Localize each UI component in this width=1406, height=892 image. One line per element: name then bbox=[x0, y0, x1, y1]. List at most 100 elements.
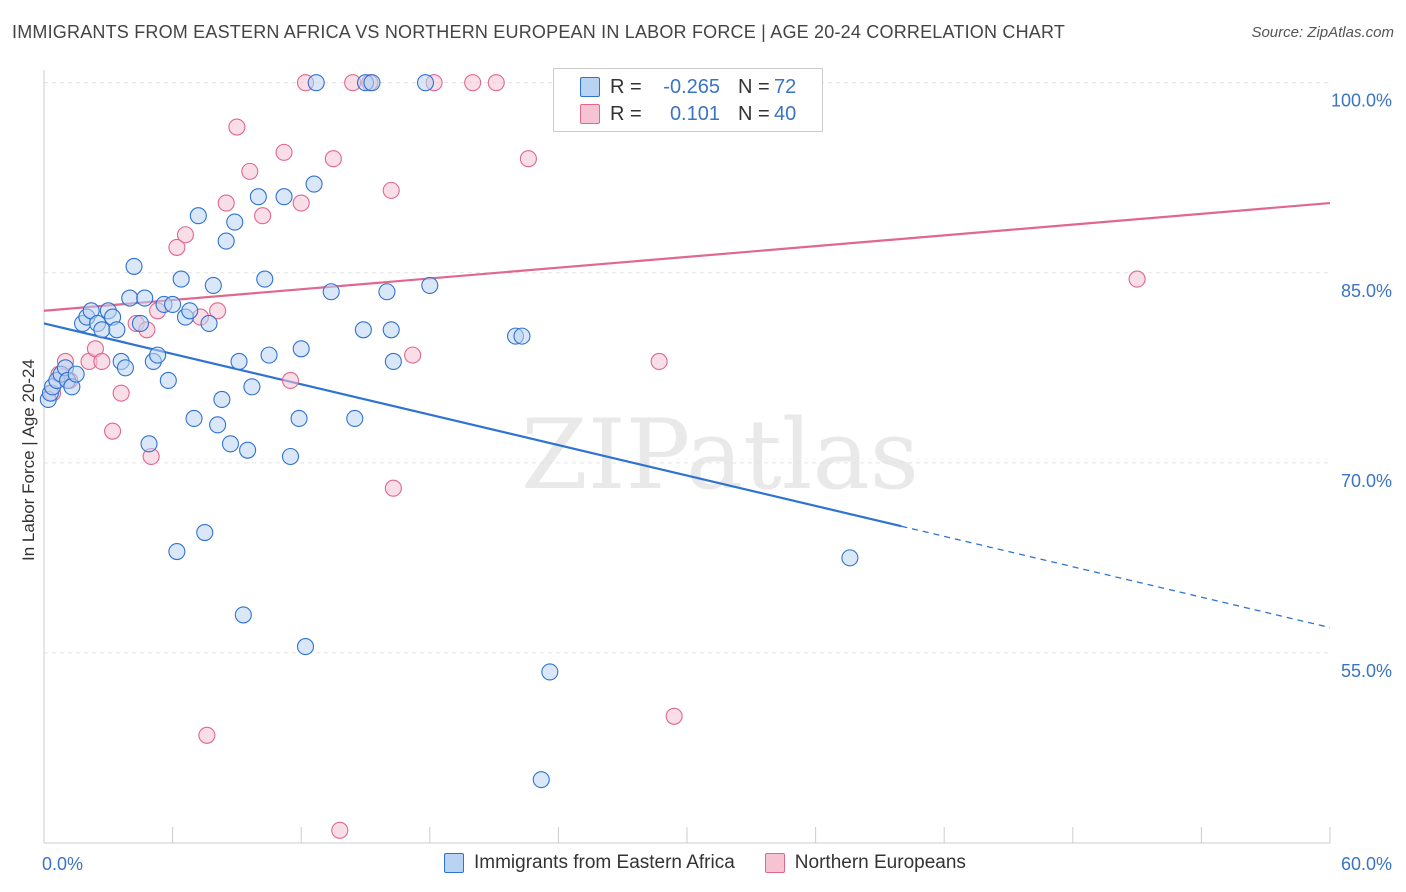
data-point bbox=[254, 207, 272, 225]
x-tick-label: 60.0% bbox=[1341, 854, 1392, 874]
legend-row-pink: R = 0.101 N = 40 bbox=[580, 100, 796, 128]
data-point bbox=[260, 346, 278, 364]
data-point bbox=[382, 321, 400, 339]
data-point bbox=[464, 74, 482, 92]
data-point bbox=[168, 542, 186, 561]
data-point bbox=[189, 207, 207, 225]
data-point bbox=[168, 238, 186, 256]
data-point bbox=[221, 435, 240, 453]
data-point bbox=[185, 409, 203, 428]
pink-trend-line bbox=[43, 201, 1331, 312]
n-value: 40 bbox=[774, 102, 797, 125]
n-label: N = bbox=[738, 75, 770, 98]
data-point bbox=[198, 726, 216, 744]
data-point bbox=[841, 549, 859, 567]
y-axis-label: In Labor Force | Age 20-24 bbox=[19, 359, 38, 561]
data-point bbox=[1128, 270, 1146, 288]
legend-item-northern-europeans[interactable]: Northern Europeans bbox=[764, 852, 966, 874]
data-point bbox=[200, 314, 218, 332]
data-point bbox=[307, 74, 325, 92]
watermark: ZIPatlas bbox=[521, 399, 919, 511]
chart-title: IMMIGRANTS FROM EASTERN AFRICA VS NORTHE… bbox=[12, 22, 1066, 42]
data-point bbox=[421, 276, 439, 294]
source-credit: Source: ZipAtlas.com bbox=[1251, 24, 1394, 41]
legend-item-eastern-africa[interactable]: Immigrants from Eastern Africa bbox=[444, 852, 735, 874]
data-point bbox=[275, 143, 293, 161]
pink-swatch-icon bbox=[764, 853, 785, 873]
x-tick-label: 0.0% bbox=[42, 854, 83, 874]
data-point bbox=[363, 74, 381, 92]
data-point bbox=[404, 346, 422, 364]
data-point bbox=[532, 771, 550, 789]
data-point bbox=[140, 435, 158, 453]
data-point bbox=[249, 188, 267, 206]
data-point bbox=[416, 74, 435, 92]
y-tick-label: 55.0% bbox=[1341, 661, 1392, 681]
data-point bbox=[121, 289, 139, 307]
data-point bbox=[217, 194, 235, 212]
data-point bbox=[665, 707, 683, 725]
data-point bbox=[67, 365, 85, 383]
y-tick-label: 70.0% bbox=[1341, 471, 1392, 491]
data-point bbox=[322, 283, 340, 301]
data-point bbox=[226, 213, 244, 231]
data-point bbox=[275, 188, 293, 206]
data-point bbox=[487, 74, 505, 92]
data-point bbox=[228, 118, 246, 136]
data-point bbox=[112, 384, 130, 402]
data-point bbox=[241, 162, 259, 180]
n-label: N = bbox=[738, 102, 770, 125]
data-point bbox=[331, 821, 349, 839]
data-point bbox=[217, 232, 235, 250]
series-legend: Immigrants from Eastern Africa Northern … bbox=[444, 852, 996, 874]
data-point bbox=[209, 302, 227, 320]
tick-labels: 100.0% 85.0% 70.0% 55.0% 0.0% 60.0% bbox=[42, 91, 1392, 874]
data-point bbox=[159, 371, 177, 390]
blue-trend-line bbox=[43, 322, 902, 528]
data-point bbox=[384, 479, 402, 497]
data-point bbox=[234, 606, 252, 624]
data-point bbox=[230, 352, 248, 371]
r-value: 0.101 bbox=[669, 102, 720, 125]
y-tick-label: 85.0% bbox=[1341, 281, 1392, 301]
data-point bbox=[176, 226, 195, 244]
r-value: -0.265 bbox=[663, 75, 720, 98]
blue-swatch-icon bbox=[580, 77, 600, 97]
data-point bbox=[209, 416, 227, 434]
data-point bbox=[650, 352, 668, 371]
data-point bbox=[292, 340, 310, 358]
data-point bbox=[382, 181, 400, 199]
data-point bbox=[131, 314, 149, 332]
legend-row-blue: R = -0.265 N = 72 bbox=[580, 73, 796, 101]
n-value: 72 bbox=[774, 75, 797, 98]
data-point bbox=[384, 352, 402, 371]
data-point bbox=[290, 409, 308, 428]
r-label: R = bbox=[610, 75, 642, 98]
data-point bbox=[513, 327, 531, 345]
data-point bbox=[324, 150, 342, 168]
blue-swatch-icon bbox=[444, 853, 464, 873]
data-point bbox=[149, 346, 167, 364]
data-point bbox=[541, 663, 559, 681]
data-point bbox=[519, 150, 537, 168]
data-point bbox=[292, 194, 310, 212]
data-point bbox=[125, 257, 143, 275]
data-point bbox=[281, 447, 300, 466]
data-point bbox=[93, 321, 111, 339]
data-point bbox=[256, 270, 274, 288]
data-point bbox=[108, 321, 126, 339]
data-point bbox=[116, 359, 134, 377]
data-point bbox=[204, 276, 222, 294]
blue-trend-extension bbox=[901, 525, 1331, 629]
data-point bbox=[164, 295, 182, 313]
data-point bbox=[354, 321, 372, 339]
stats-legend: R = -0.265 N = 72 R = 0.101 N = 40 bbox=[553, 68, 823, 132]
data-point bbox=[296, 638, 315, 656]
data-point bbox=[104, 422, 122, 440]
y-tick-label: 100.0% bbox=[1331, 91, 1392, 111]
legend-label: Northern Europeans bbox=[794, 852, 966, 873]
series-eastern-africa bbox=[39, 74, 859, 789]
pink-swatch-icon bbox=[580, 104, 600, 124]
axes bbox=[43, 70, 1331, 844]
